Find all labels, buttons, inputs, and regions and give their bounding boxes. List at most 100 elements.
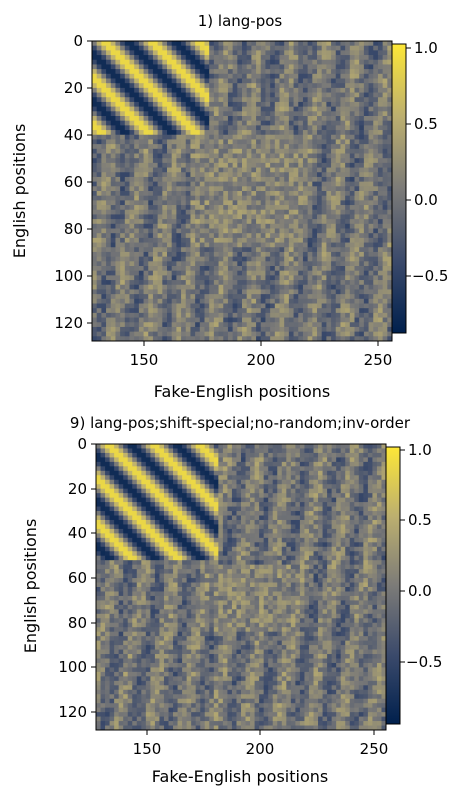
heatmap-cell — [159, 475, 165, 481]
heatmap-cell — [237, 148, 243, 154]
heatmap-cell — [354, 242, 360, 248]
heatmap-cell — [359, 275, 365, 281]
heatmap-cell — [106, 101, 112, 108]
heatmap-cell — [293, 139, 299, 145]
heatmap-cell — [199, 64, 205, 70]
heatmap-cell — [148, 275, 154, 281]
heatmap-cell — [377, 233, 384, 239]
heatmap-cell — [204, 144, 210, 150]
heatmap-cell — [152, 228, 159, 234]
heatmap-cell — [138, 87, 144, 93]
heatmap-cell — [288, 45, 294, 51]
heatmap-cell — [354, 448, 360, 454]
heatmap-cell — [321, 270, 327, 276]
heatmap-cell — [349, 298, 355, 304]
heatmap-cell — [345, 50, 351, 56]
heatmap-cell — [321, 92, 327, 98]
heatmap-cell — [127, 470, 133, 476]
heatmap-cell — [176, 205, 182, 211]
heatmap-cell — [237, 266, 243, 272]
heatmap-cell — [321, 45, 327, 51]
heatmap-cell — [265, 284, 271, 290]
heatmap-cell — [138, 289, 144, 295]
heatmap-cell — [246, 139, 252, 145]
heatmap-cell — [176, 186, 182, 192]
heatmap-cell — [152, 251, 159, 258]
panel-1-y-ticks: 0 20 40 60 80 100 120 — [54, 32, 92, 332]
heatmap-cell — [284, 284, 290, 290]
heatmap-cell — [177, 475, 183, 481]
heatmap-cell — [359, 317, 365, 323]
heatmap-cell — [181, 87, 187, 93]
heatmap-cell — [302, 130, 309, 136]
heatmap-cell — [307, 280, 313, 286]
heatmap-cell — [171, 270, 177, 276]
heatmap-cell — [157, 148, 163, 154]
heatmap-cell — [372, 484, 378, 490]
heatmap-cell — [223, 73, 229, 79]
heatmap-cell — [190, 144, 196, 150]
heatmap-cell — [176, 106, 182, 112]
heatmap-cell — [138, 322, 144, 328]
heatmap-cell — [213, 116, 219, 122]
heatmap-cell — [218, 186, 224, 192]
heatmap-cell — [227, 50, 234, 56]
heatmap-cell — [167, 261, 173, 267]
heatmap-cell — [223, 59, 229, 65]
heatmap-cell — [335, 242, 341, 248]
heatmap-cell — [129, 186, 135, 192]
heatmap-cell — [326, 139, 332, 145]
heatmap-cell — [284, 120, 290, 126]
heatmap-cell — [368, 55, 374, 61]
heatmap-cell — [256, 55, 262, 61]
heatmap-cell — [213, 308, 219, 314]
heatmap-cell — [340, 280, 346, 286]
heatmap-cell — [181, 41, 187, 47]
heatmap-cell — [124, 256, 130, 262]
heatmap-cell — [290, 488, 296, 494]
heatmap-cell — [209, 45, 215, 51]
heatmap-cell — [190, 41, 196, 47]
heatmap-cell — [143, 162, 149, 168]
heatmap-cell — [373, 331, 379, 337]
heatmap-cell — [274, 200, 280, 206]
heatmap-cell — [190, 158, 196, 164]
heatmap-cell — [340, 303, 346, 309]
heatmap-cell — [171, 266, 177, 272]
heatmap-cell — [363, 284, 369, 290]
heatmap-cell — [227, 497, 233, 503]
heatmap-cell — [152, 336, 159, 342]
heatmap-cell — [368, 294, 374, 300]
heatmap-cell — [124, 284, 130, 290]
heatmap-cell — [260, 317, 266, 323]
heatmap-cell — [209, 256, 215, 262]
heatmap-cell — [335, 172, 341, 178]
heatmap-cell — [265, 233, 271, 239]
heatmap-cell — [359, 209, 365, 215]
heatmap-cell — [185, 219, 191, 225]
heatmap-cell — [176, 223, 182, 229]
heatmap-cell — [195, 475, 201, 481]
heatmap-cell — [176, 87, 182, 93]
heatmap-cell — [209, 101, 215, 108]
heatmap-cell — [106, 73, 112, 79]
heatmap-cell — [209, 172, 215, 178]
heatmap-cell — [143, 289, 149, 295]
heatmap-cell — [209, 448, 215, 454]
heatmap-cell — [312, 106, 318, 112]
heatmap-cell — [209, 191, 215, 197]
heatmap-cell — [124, 134, 130, 140]
heatmap-cell — [173, 470, 178, 476]
heatmap-cell — [340, 228, 346, 234]
heatmap-cell — [152, 322, 159, 328]
heatmap-cell — [327, 475, 333, 481]
heatmap-cell — [307, 111, 313, 117]
heatmap-cell — [242, 256, 248, 262]
heatmap-cell — [213, 167, 219, 173]
heatmap-cell — [109, 502, 115, 507]
heatmap-cell — [199, 106, 205, 112]
heatmap-cell — [363, 148, 369, 154]
heatmap-cell — [110, 214, 116, 220]
heatmap-cell — [154, 470, 160, 476]
heatmap-cell — [115, 101, 121, 108]
